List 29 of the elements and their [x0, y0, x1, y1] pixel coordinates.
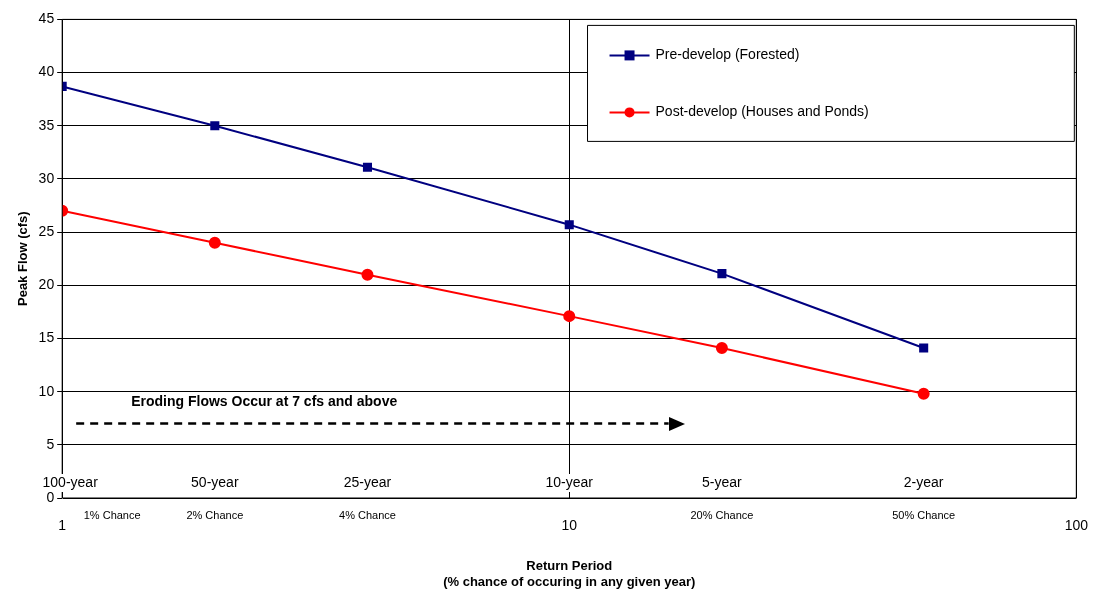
- annotation: 5-year: [702, 473, 743, 490]
- annotation: 50-year: [191, 473, 239, 490]
- x-tick-label: 10: [561, 517, 578, 534]
- y-axis-title: Peak Flow (cfs): [15, 211, 31, 307]
- y-tick-label: 10: [38, 382, 55, 399]
- legend-label: Pre-develop (Forested): [655, 46, 800, 63]
- text: 20% Chance: [690, 508, 754, 521]
- x-tick-label: 1: [58, 517, 67, 534]
- y-tick-label: 40: [38, 63, 55, 80]
- text: 2% Chance: [186, 508, 244, 521]
- y-tick-label: 30: [38, 169, 55, 186]
- x-axis-title: Return Period (% chance of occuring in any given year): [443, 558, 696, 589]
- y-tick-label: 0: [46, 488, 55, 505]
- y-tick-label: 45: [38, 10, 55, 27]
- x-tick-label: 100: [1064, 517, 1089, 534]
- annotation: 25-year: [343, 473, 392, 490]
- text: 50% Chance: [892, 508, 956, 521]
- annotation: 100-year: [42, 473, 99, 490]
- text: 4% Chance: [339, 508, 396, 521]
- y-tick-label: 5: [46, 435, 55, 452]
- legend-label: Post-develop (Houses and Ponds): [655, 103, 869, 120]
- y-tick-label: 25: [38, 222, 55, 239]
- y-tick-label: 35: [38, 116, 55, 133]
- y-tick-label: 20: [38, 276, 55, 293]
- text: 1% Chance: [83, 508, 141, 521]
- annotation: 10-year: [545, 473, 594, 490]
- y-tick-label: 15: [38, 329, 55, 346]
- ref-line-label: Eroding Flows Occur at 7 cfs and above: [131, 393, 398, 410]
- annotation: 2-year: [903, 473, 944, 490]
